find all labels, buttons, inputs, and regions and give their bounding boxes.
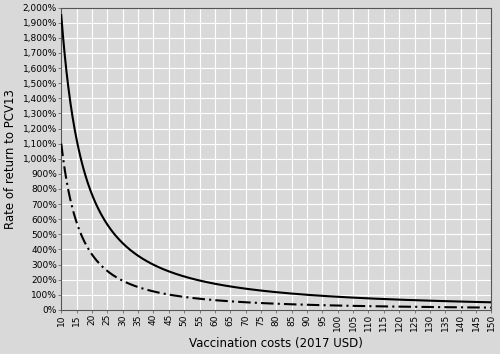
Y-axis label: Rate of return to PCV13: Rate of return to PCV13 bbox=[4, 89, 17, 229]
X-axis label: Vaccination costs (2017 USD): Vaccination costs (2017 USD) bbox=[190, 337, 363, 350]
